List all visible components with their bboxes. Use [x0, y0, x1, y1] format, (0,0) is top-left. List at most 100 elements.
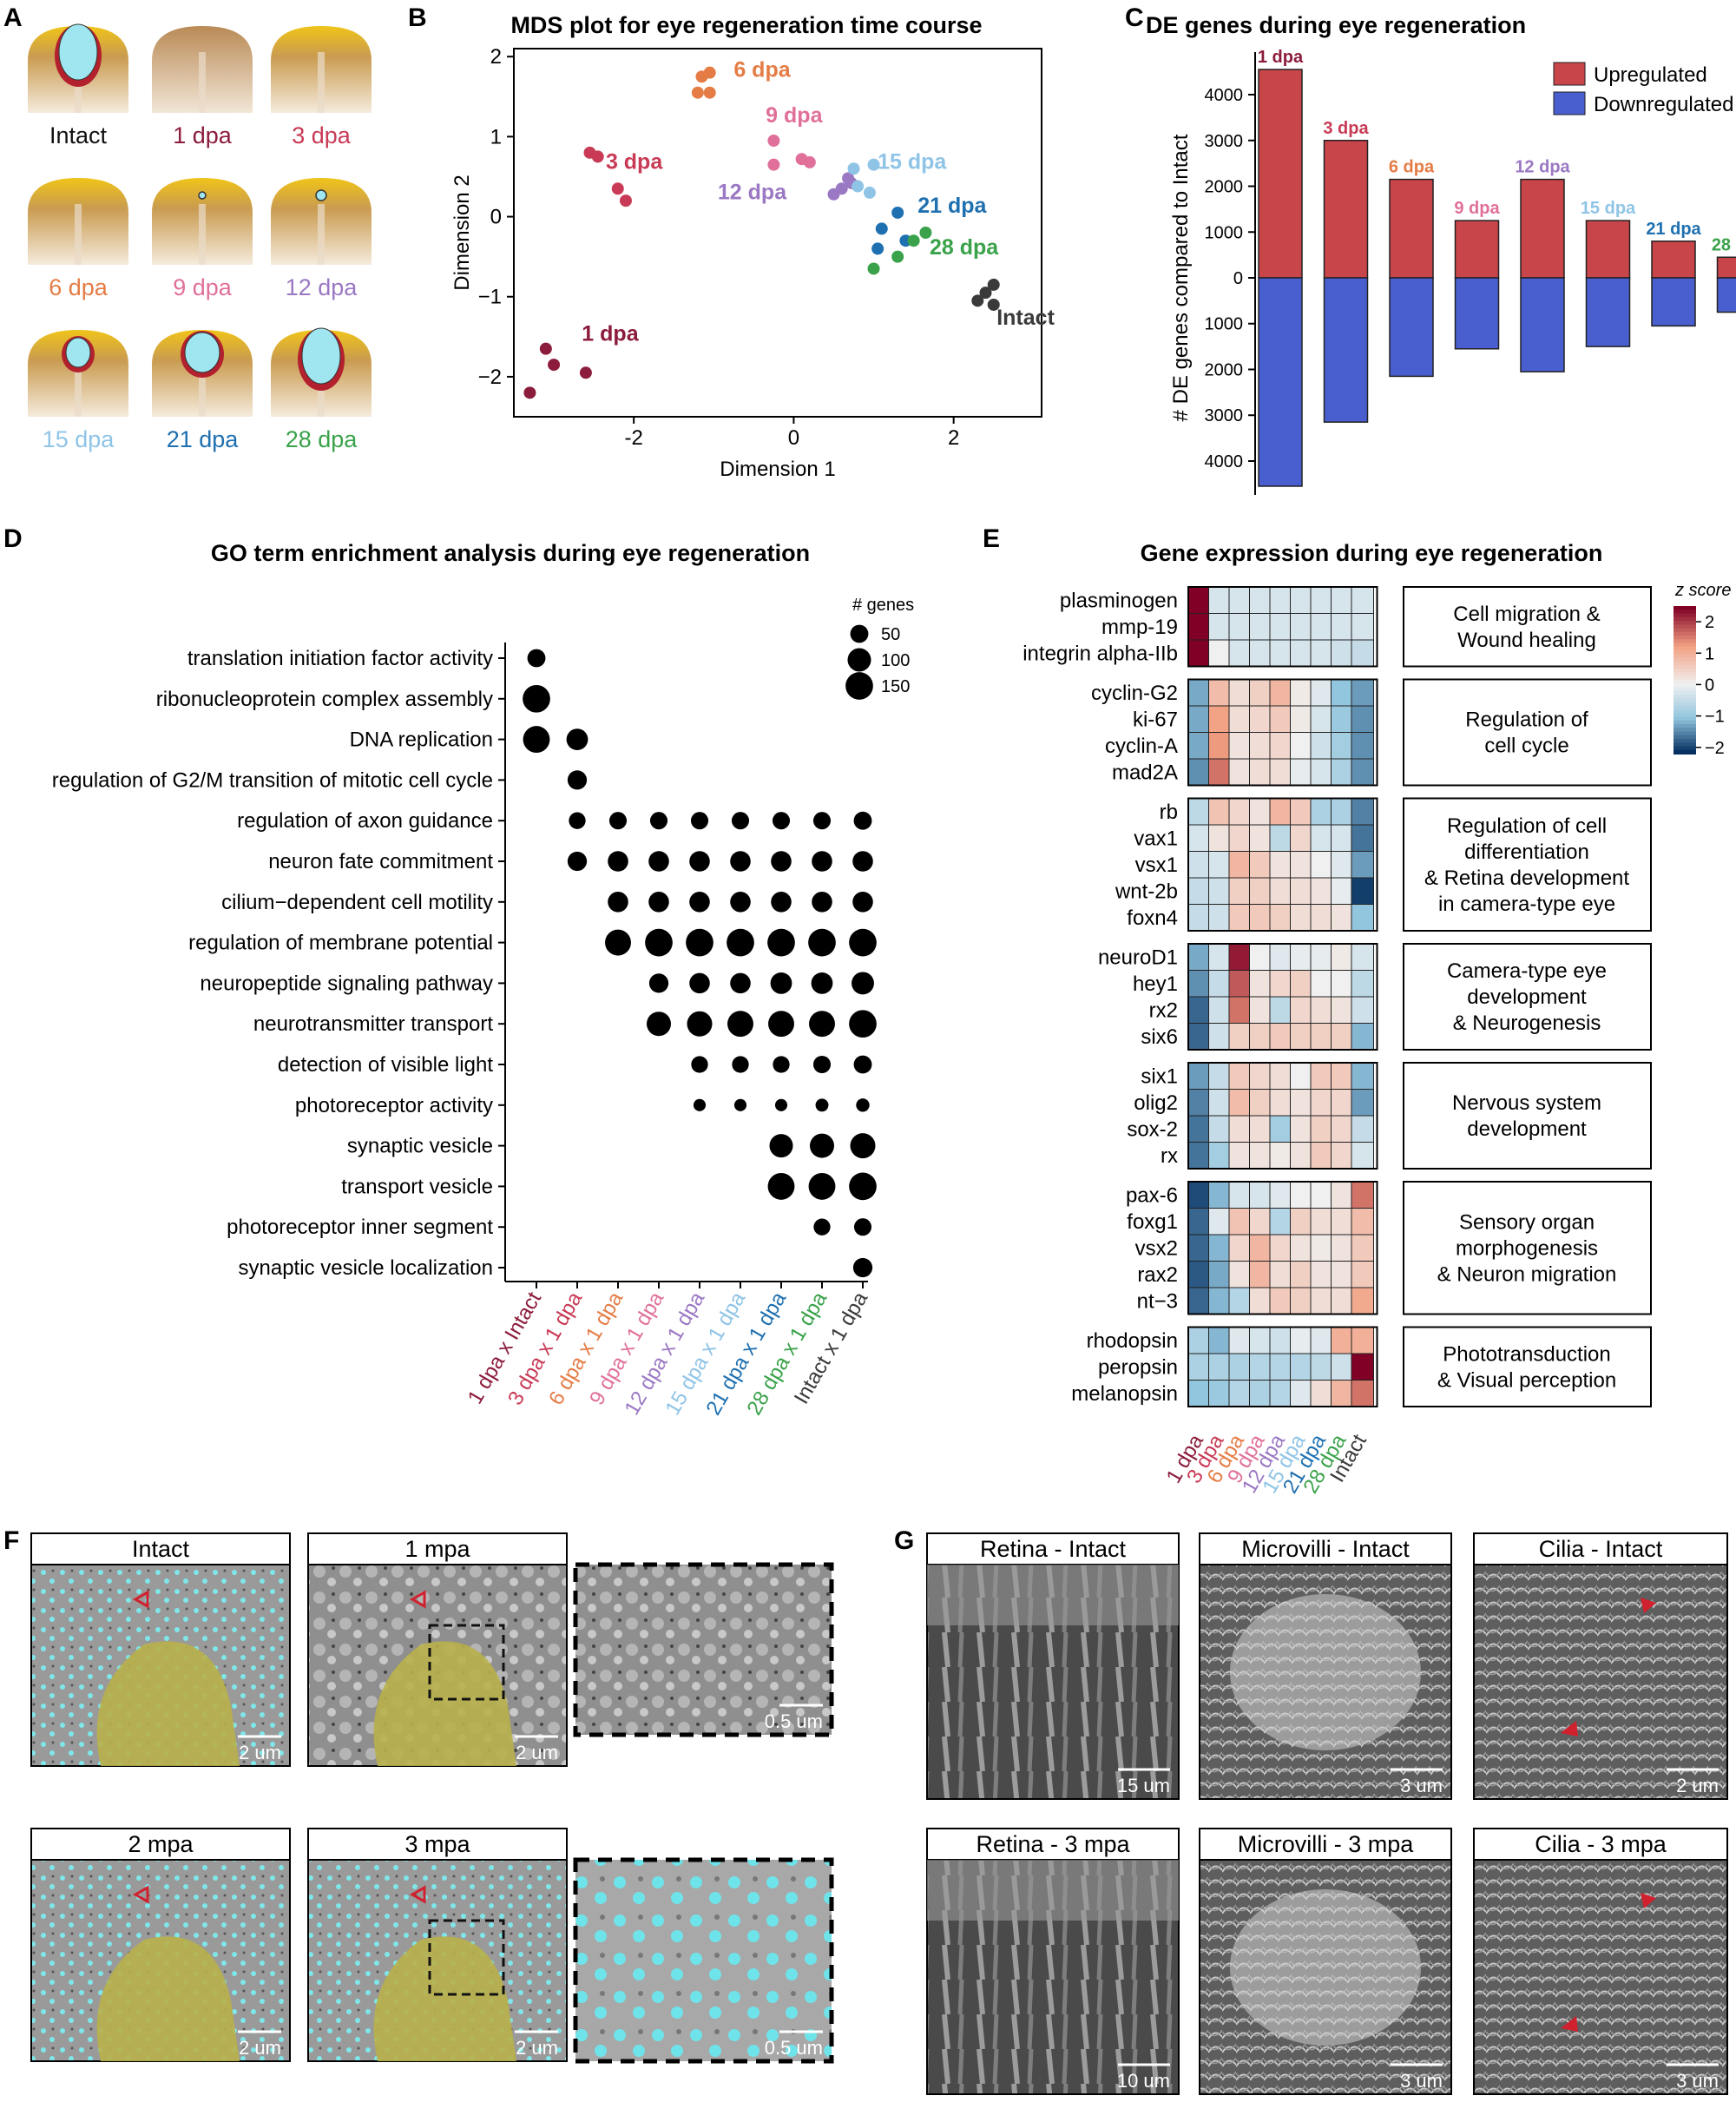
heatmap-cell: [1208, 1234, 1232, 1262]
sem-title: Microvilli - 3 mpa: [1238, 1831, 1415, 1857]
heatmap-cell: [1228, 1142, 1252, 1170]
panel-letter-c: C: [1125, 3, 1144, 32]
go-dot: [849, 928, 877, 957]
mds-point: [591, 150, 604, 163]
annotation-text: Regulation of: [1465, 708, 1588, 732]
heatmap-cell: [1351, 586, 1374, 614]
mds-series-label: 28 dpa: [930, 235, 999, 260]
go-dot: [687, 1011, 713, 1037]
heatmap-cell: [1249, 824, 1272, 852]
heatmap-cell: [1351, 1287, 1374, 1315]
heatmap-cell: [1249, 943, 1272, 971]
heatmap-cell: [1208, 1142, 1232, 1170]
annotation-text: development: [1467, 1117, 1587, 1141]
go-term-label: photoreceptor inner segment: [227, 1216, 493, 1239]
heatmap-cell: [1228, 996, 1252, 1024]
heatmap-cell: [1269, 970, 1292, 998]
heatmap-cell: [1208, 1023, 1232, 1051]
panel-a-eye-schematics: Intact 1 dpa 3 dpa 6 dpa 9 dpa 12 dpa 15 dpa 21…: [28, 23, 372, 452]
go-dot: [608, 851, 628, 872]
mds-point: [987, 298, 1000, 311]
heatmap-cell: [1208, 586, 1232, 614]
sem-image: [1473, 1859, 1728, 2095]
heatmap-cell: [1228, 877, 1252, 905]
size-legend-dot: [845, 672, 873, 700]
heatmap-cell: [1208, 824, 1232, 852]
heatmap-cell: [1351, 1023, 1374, 1051]
heatmap-cell: [1187, 1208, 1211, 1236]
y-axis-label: Dimension 2: [450, 175, 474, 290]
zscore-legend-label: 2: [1705, 613, 1714, 632]
bar-category-label: 3 dpa: [1323, 119, 1369, 138]
mds-series-label: Intact: [996, 306, 1055, 330]
heatmap-cell: [1310, 758, 1333, 786]
bar-category-label: 15 dpa: [1581, 199, 1636, 218]
heatmap-cell: [1208, 639, 1232, 667]
gene-label: rhodopsin: [1087, 1329, 1178, 1353]
heatmap-cell: [1290, 851, 1313, 879]
mds-point: [891, 206, 904, 219]
cilia-arrow: [1641, 1893, 1656, 1908]
heatmap-cell: [1310, 798, 1333, 826]
heatmap-cell: [1269, 732, 1292, 760]
size-legend-value: 50: [881, 625, 900, 644]
heatmap-cell: [1249, 1181, 1272, 1209]
size-legend-dot: [850, 624, 869, 643]
heatmap-cell: [1331, 1062, 1354, 1090]
heatmap-cell: [1310, 877, 1333, 905]
go-dot: [731, 812, 750, 830]
heatmap-cell: [1351, 1234, 1374, 1262]
heatmap-cell: [1269, 824, 1292, 852]
x-tick-label: -2: [625, 426, 643, 450]
scale-bar-label: 2 um: [1676, 1775, 1719, 1796]
mds-point: [852, 180, 865, 193]
heatmap-cell: [1310, 970, 1333, 998]
heatmap-block-border: [1187, 678, 1378, 787]
go-term-label: detection of visible light: [278, 1053, 493, 1077]
legend-swatch-down: [1553, 91, 1586, 115]
heatmap-cell: [1187, 758, 1211, 786]
go-dot: [727, 1011, 753, 1038]
go-term-label: regulation of membrane potential: [188, 932, 493, 955]
zscore-legend-label: −2: [1705, 739, 1725, 758]
heatmap-cell: [1331, 851, 1354, 879]
heatmap-cell: [1331, 1089, 1354, 1117]
heatmap-cell: [1310, 679, 1333, 707]
annotation-text: Regulation of cell: [1447, 814, 1607, 838]
optic-nerve: [318, 52, 325, 113]
heatmap-cell: [1208, 1327, 1232, 1354]
heatmap-cell: [1249, 798, 1272, 826]
panel-letter-d: D: [3, 524, 23, 553]
eye-stage-label: 21 dpa: [167, 426, 240, 452]
heatmap-cell: [1249, 1353, 1272, 1381]
heatmap-cell: [1351, 1089, 1374, 1117]
gene-label: vsx2: [1135, 1236, 1178, 1260]
heatmap-cell: [1351, 824, 1374, 852]
heatmap-cell: [1331, 996, 1354, 1024]
go-dot: [767, 928, 795, 957]
heatmap-cell: [1249, 1287, 1272, 1315]
sem-title-box: [926, 1532, 1180, 1565]
heatmap-cell: [1351, 732, 1374, 760]
heatmap-cell: [1351, 639, 1374, 667]
go-dot: [690, 812, 709, 830]
legend-swatch-up: [1553, 62, 1586, 86]
heatmap-cell: [1351, 613, 1374, 641]
heatmap-cell: [1249, 996, 1272, 1024]
heatmap-cell: [1187, 943, 1211, 971]
heatmap-cell: [1351, 1208, 1374, 1236]
heatmap-cell: [1249, 1142, 1272, 1170]
go-dot: [850, 1133, 876, 1159]
heatmap-cell: [1331, 1327, 1354, 1354]
gene-label: melanopsin: [1071, 1382, 1178, 1406]
heatmap-cell: [1187, 1234, 1211, 1262]
heatmap-cell: [1331, 679, 1354, 707]
annotation-text: Wound healing: [1457, 629, 1596, 652]
go-dot: [648, 892, 669, 913]
heatmap-title: Gene expression during eye regeneration: [1141, 540, 1603, 566]
heatmap-cell: [1269, 1062, 1292, 1090]
mds-point: [703, 86, 716, 99]
mds-point: [987, 278, 1000, 291]
zscore-legend-step: [1674, 621, 1696, 626]
go-term-label: translation initiation factor activity: [187, 647, 493, 670]
